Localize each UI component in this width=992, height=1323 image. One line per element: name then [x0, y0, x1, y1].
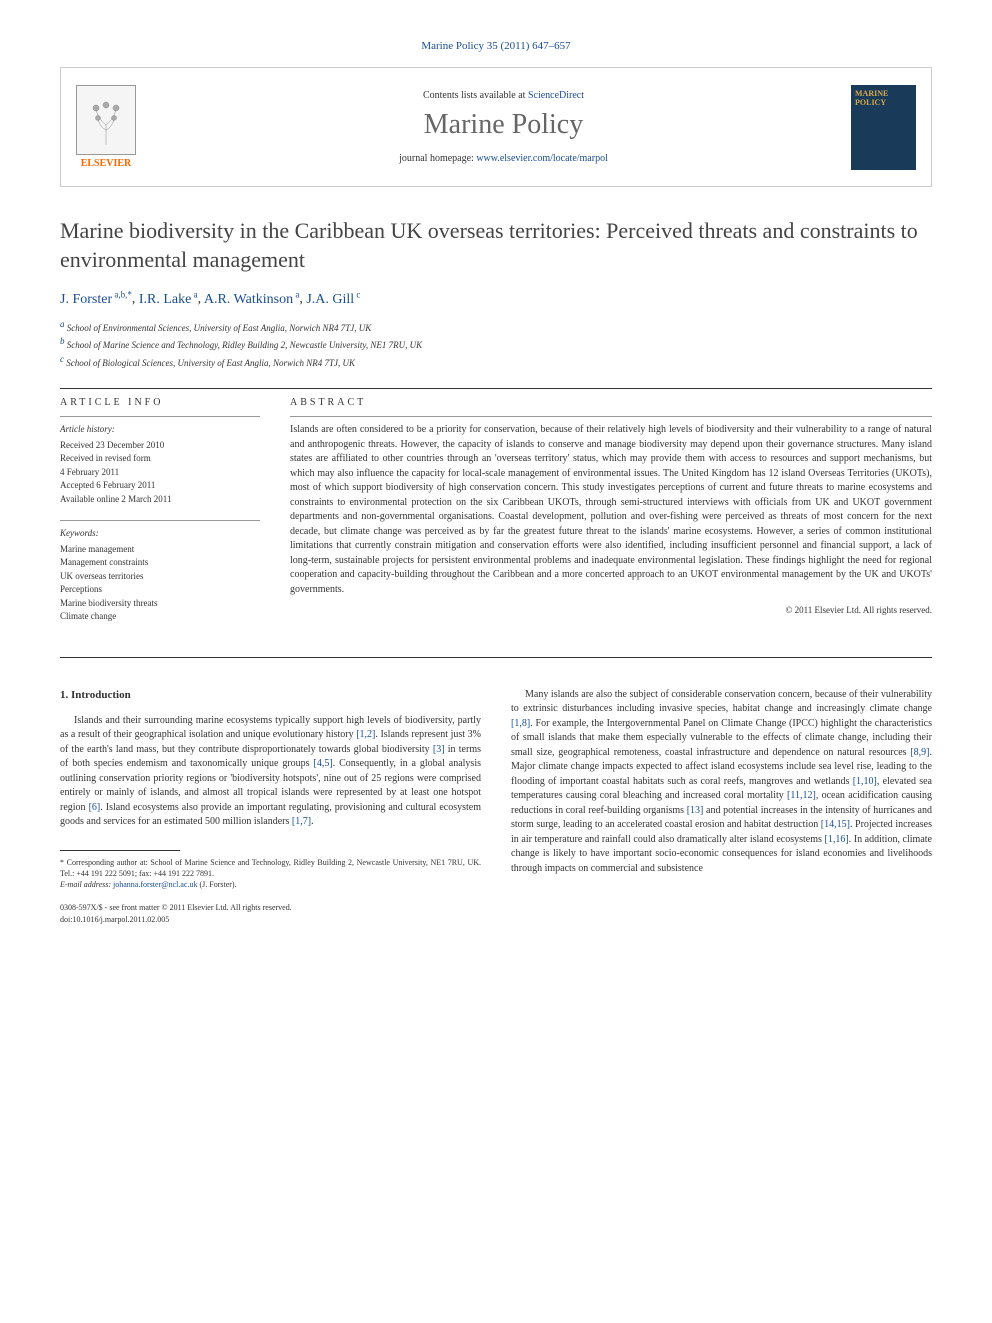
- affiliation-line: a School of Environmental Sciences, Univ…: [60, 318, 932, 336]
- author-affiliation-sup: a,b,*: [112, 289, 132, 299]
- author-name-link[interactable]: J.A. Gill: [306, 292, 354, 307]
- abstract-column: ABSTRACT Islands are often considered to…: [290, 397, 932, 632]
- author-affiliation-sup: c: [354, 289, 360, 299]
- email-footnote: E-mail address: johanna.forster@ncl.ac.u…: [60, 879, 481, 890]
- abstract-heading: ABSTRACT: [290, 397, 932, 408]
- sciencedirect-link[interactable]: ScienceDirect: [528, 90, 584, 101]
- citation-link[interactable]: [8,9]: [910, 747, 929, 758]
- journal-header: ELSEVIER Contents lists available at Sci…: [60, 67, 932, 187]
- contents-prefix: Contents lists available at: [423, 90, 528, 101]
- history-line: Received in revised form: [60, 452, 260, 466]
- history-line: Available online 2 March 2011: [60, 493, 260, 507]
- author: J.A. Gill c: [306, 292, 360, 307]
- citation-link[interactable]: [1,2]: [356, 729, 375, 740]
- info-divider: [60, 416, 260, 417]
- citation-link[interactable]: [4,5]: [313, 758, 332, 769]
- body-columns: 1. Introduction Islands and their surrou…: [60, 688, 932, 925]
- history-line: Received 23 December 2010: [60, 439, 260, 453]
- header-center: Contents lists available at ScienceDirec…: [156, 90, 851, 164]
- journal-name: Marine Policy: [156, 109, 851, 141]
- history-heading: Article history:: [60, 423, 260, 437]
- affiliation-sup: c: [60, 354, 64, 364]
- keyword: Management constraints: [60, 556, 260, 570]
- cover-title: MARINE POLICY: [855, 89, 912, 107]
- article-info: ARTICLE INFO Article history: Received 2…: [60, 397, 260, 632]
- history-line: 4 February 2011: [60, 466, 260, 480]
- author-name-link[interactable]: J. Forster: [60, 292, 112, 307]
- email-link[interactable]: johanna.forster@ncl.ac.uk: [113, 880, 197, 889]
- keywords-heading: Keywords:: [60, 527, 260, 541]
- email-who: (J. Forster).: [199, 880, 236, 889]
- journal-reference: Marine Policy 35 (2011) 647–657: [60, 40, 932, 52]
- contents-available: Contents lists available at ScienceDirec…: [156, 90, 851, 101]
- info-divider: [60, 520, 260, 521]
- keyword: UK overseas territories: [60, 570, 260, 584]
- citation-link[interactable]: [1,7]: [292, 816, 311, 827]
- section-heading: 1. Introduction: [60, 688, 481, 704]
- keyword: Climate change: [60, 610, 260, 624]
- body-column-left: 1. Introduction Islands and their surrou…: [60, 688, 481, 925]
- intro-paragraph-2: Many islands are also the subject of con…: [511, 688, 932, 877]
- author: I.R. Lake a: [139, 292, 198, 307]
- history-line: Accepted 6 February 2011: [60, 479, 260, 493]
- author-name-link[interactable]: I.R. Lake: [139, 292, 191, 307]
- article-keywords: Keywords: Marine managementManagement co…: [60, 527, 260, 632]
- doi-block: 0308-597X/$ - see front matter © 2011 El…: [60, 902, 481, 924]
- intro-paragraph-1: Islands and their surrounding marine eco…: [60, 714, 481, 830]
- article-info-heading: ARTICLE INFO: [60, 397, 260, 408]
- affiliation-line: c School of Biological Sciences, Univers…: [60, 353, 932, 371]
- citation-link[interactable]: [14,15]: [821, 819, 850, 830]
- citation-link[interactable]: [3]: [433, 744, 445, 755]
- author-affiliation-sup: a: [293, 289, 299, 299]
- keyword: Marine management: [60, 543, 260, 557]
- homepage-prefix: journal homepage:: [399, 153, 476, 164]
- citation-link[interactable]: [11,12]: [787, 790, 816, 801]
- author: A.R. Watkinson a: [204, 292, 299, 307]
- abstract-copyright: © 2011 Elsevier Ltd. All rights reserved…: [290, 605, 932, 615]
- abstract-text: Islands are often considered to be a pri…: [290, 423, 932, 597]
- author-list: J. Forster a,b,*, I.R. Lake a, A.R. Watk…: [60, 289, 932, 308]
- body-column-right: Many islands are also the subject of con…: [511, 688, 932, 925]
- corresponding-author-footnote: * Corresponding author at: School of Mar…: [60, 857, 481, 879]
- homepage-link[interactable]: www.elsevier.com/locate/marpol: [476, 153, 608, 164]
- article-title: Marine biodiversity in the Caribbean UK …: [60, 217, 932, 274]
- info-divider: [290, 416, 932, 417]
- doi-line: doi:10.1016/j.marpol.2011.02.005: [60, 914, 481, 925]
- info-abstract-row: ARTICLE INFO Article history: Received 2…: [60, 397, 932, 632]
- elsevier-tree-icon: [76, 85, 136, 155]
- citation-link[interactable]: [1,8]: [511, 718, 530, 729]
- affiliation-sup: a: [60, 319, 65, 329]
- journal-cover-thumbnail: MARINE POLICY: [851, 85, 916, 170]
- author: J. Forster a,b,*: [60, 292, 132, 307]
- citation-link[interactable]: [13]: [687, 805, 704, 816]
- author-name-link[interactable]: A.R. Watkinson: [204, 292, 293, 307]
- elsevier-logo: ELSEVIER: [76, 85, 136, 169]
- front-matter-line: 0308-597X/$ - see front matter © 2011 El…: [60, 902, 481, 913]
- journal-homepage: journal homepage: www.elsevier.com/locat…: [156, 153, 851, 164]
- citation-link[interactable]: [1,16]: [824, 834, 848, 845]
- keyword: Perceptions: [60, 583, 260, 597]
- keyword: Marine biodiversity threats: [60, 597, 260, 611]
- citation-link[interactable]: [1,10]: [853, 776, 877, 787]
- elsevier-label: ELSEVIER: [81, 158, 132, 169]
- footnote-divider: [60, 850, 180, 851]
- affiliation-line: b School of Marine Science and Technolog…: [60, 335, 932, 353]
- email-label: E-mail address:: [60, 880, 111, 889]
- divider: [60, 388, 932, 389]
- divider: [60, 657, 932, 658]
- article-history: Article history: Received 23 December 20…: [60, 423, 260, 514]
- affiliations: a School of Environmental Sciences, Univ…: [60, 318, 932, 371]
- citation-link[interactable]: [6]: [89, 802, 101, 813]
- author-affiliation-sup: a: [191, 289, 197, 299]
- affiliation-sup: b: [60, 336, 65, 346]
